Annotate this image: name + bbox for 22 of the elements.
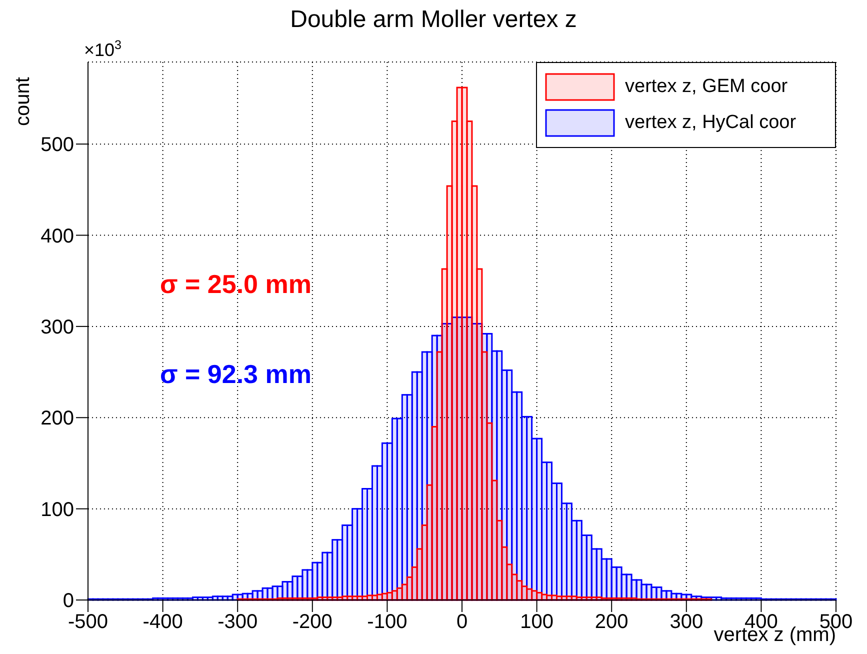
y-tick-label: 500	[40, 134, 74, 156]
x-tick-label: -100	[367, 611, 408, 634]
x-tick-label: -300	[218, 611, 258, 634]
y-tick-label: 100	[40, 498, 74, 521]
legend-label: vertex z, HyCal coor	[625, 112, 796, 134]
y-tick-label: 300	[40, 316, 74, 339]
x-tick-label: -200	[292, 611, 332, 634]
annotation: σ = 25.0 mm	[160, 269, 312, 299]
x-tick-label: 200	[594, 611, 628, 634]
y-axis-title: count	[12, 77, 35, 126]
legend-label: vertex z, GEM coor	[625, 76, 788, 98]
x-tick-label: -500	[68, 611, 108, 634]
x-tick-label: -400	[142, 611, 183, 634]
chart-title: Double arm Moller vertex z	[289, 6, 578, 34]
y-tick-label: 200	[40, 408, 74, 430]
y-tick-label: 400	[40, 225, 74, 248]
x-tick-label: 100	[520, 611, 554, 634]
y-tick-label: 0	[62, 590, 74, 612]
x-tick-label: 300	[670, 611, 704, 634]
text: ×10$^{3}$	[84, 38, 122, 60]
annotation: σ = 92.3 mm	[160, 359, 312, 389]
x-tick-label: 0	[456, 611, 468, 634]
